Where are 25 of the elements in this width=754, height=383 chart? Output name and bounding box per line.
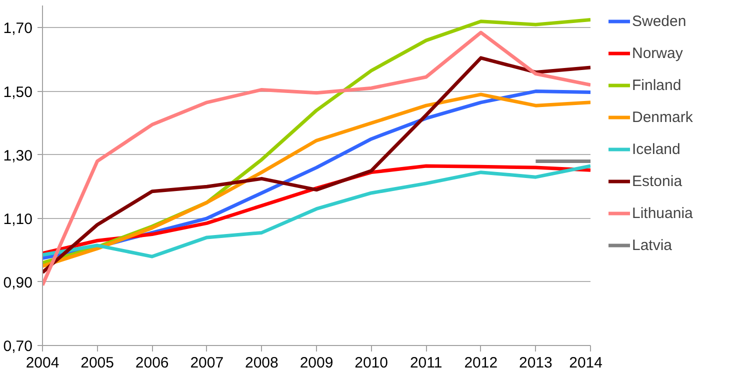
y-tick-label: 1,10	[3, 210, 33, 228]
legend-label: Sweden	[632, 12, 686, 30]
x-tick-label: 2013	[519, 354, 552, 372]
legend-label: Estonia	[632, 172, 682, 190]
y-tick-label: 1,30	[3, 147, 33, 164]
x-tick-label: 2010	[354, 354, 388, 372]
x-tick-label: 2007	[190, 354, 224, 372]
legend-label: Norway	[632, 44, 683, 62]
x-tick-label: 2004	[26, 354, 60, 372]
legend-label: Latvia	[632, 236, 672, 254]
x-tick-label: 2014	[569, 354, 603, 372]
x-tick-label: 2012	[464, 354, 498, 372]
y-tick-label: 0,90	[3, 274, 33, 292]
x-tick-label: 2005	[80, 354, 114, 372]
legend-label: Finland	[632, 76, 682, 94]
x-tick-label: 2006	[135, 354, 169, 372]
legend-label: Lithuania	[632, 204, 693, 222]
y-tick-label: 1,70	[3, 20, 33, 38]
y-tick-label: 0,70	[3, 338, 33, 355]
x-tick-label: 2009	[300, 354, 334, 372]
legend-label: Denmark	[632, 108, 693, 126]
y-tick-label: 1,50	[3, 84, 33, 101]
x-tick-label: 2011	[410, 354, 442, 372]
legend-label: Iceland	[632, 140, 680, 158]
x-tick-label: 2008	[245, 354, 278, 372]
